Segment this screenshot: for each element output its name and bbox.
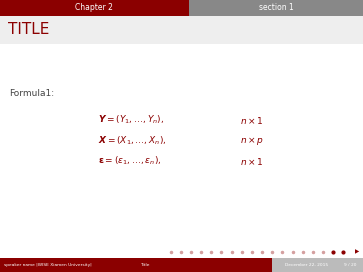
- Text: December 22, 2015: December 22, 2015: [285, 263, 329, 267]
- Text: ▶: ▶: [355, 249, 360, 254]
- Text: Formula1:: Formula1:: [9, 88, 54, 98]
- Text: $n \times 1$: $n \times 1$: [240, 156, 263, 166]
- Text: Chapter 2: Chapter 2: [76, 3, 113, 12]
- Text: $n \times p$: $n \times p$: [240, 135, 264, 147]
- Text: $\boldsymbol{\varepsilon} = (\varepsilon_1, \ldots, \varepsilon_n),$: $\boldsymbol{\varepsilon} = (\varepsilon…: [98, 155, 162, 167]
- Text: $\boldsymbol{X} = (X_1, \ldots, X_n),$: $\boldsymbol{X} = (X_1, \ldots, X_n),$: [98, 134, 166, 147]
- Text: $\boldsymbol{Y} = (Y_1, \ldots, Y_n),$: $\boldsymbol{Y} = (Y_1, \ldots, Y_n),$: [98, 114, 164, 126]
- Text: 9 / 20: 9 / 20: [344, 263, 356, 267]
- Text: $n \times 1$: $n \times 1$: [240, 115, 263, 126]
- Text: TITLE: TITLE: [8, 22, 49, 37]
- Text: speaker name |WISE Xiamen University|: speaker name |WISE Xiamen University|: [4, 263, 91, 267]
- Text: Title: Title: [140, 263, 150, 267]
- Text: section 1: section 1: [258, 3, 293, 12]
